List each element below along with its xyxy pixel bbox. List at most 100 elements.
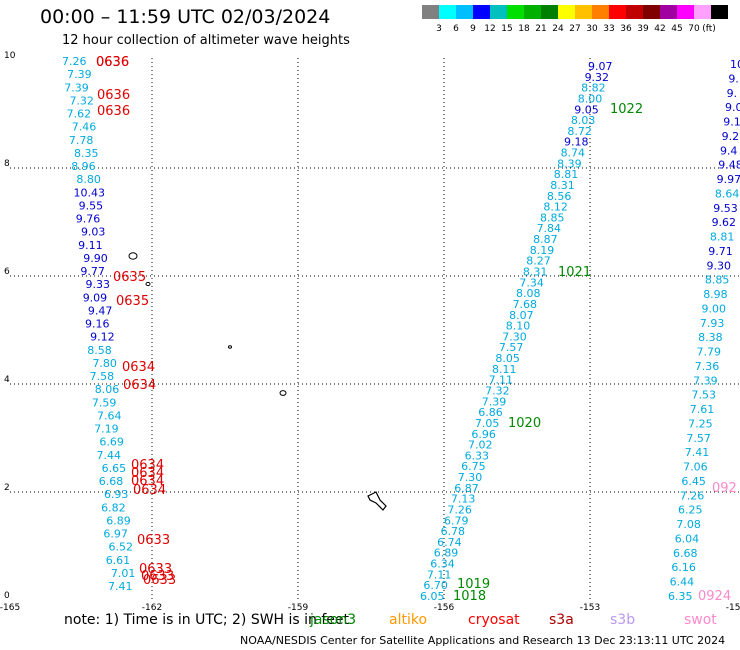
wave-height-value: 9.32 [585, 71, 610, 84]
wave-height-value: 6.44 [670, 576, 695, 589]
wave-height-value: 7.34 [519, 276, 544, 289]
wave-height-value: 6.33 [465, 449, 490, 462]
note-text: note: 1) Time is in UTC; 2) SWH is in fe… [64, 612, 350, 628]
wave-height-value: 6.79 [444, 514, 469, 527]
colorbar-label: 45 [671, 24, 682, 34]
wave-height-value: 9.71 [708, 245, 733, 258]
wave-height-value: 8.74 [561, 147, 586, 160]
wave-height-value: 6.61 [106, 554, 131, 567]
wave-height-value: 7.30 [502, 330, 527, 343]
wave-height-value: 7.13 [451, 493, 476, 506]
wave-height-value: 6.69 [99, 436, 124, 449]
wave-height-value: 8.64 [715, 187, 740, 200]
wave-height-value: 8.82 [581, 82, 606, 95]
wave-height-value: 7.93 [700, 317, 725, 330]
wave-height-value: 7.11 [427, 568, 452, 581]
pass-time-label: 1021 [558, 265, 591, 280]
wave-height-value: 8.12 [543, 201, 568, 214]
x-tick-label: -156 [434, 603, 455, 612]
pass-time-label: 0634 [122, 360, 155, 375]
y-tick-label: 2 [4, 483, 10, 493]
wave-height-value: 7.58 [90, 370, 115, 383]
wave-height-value: 10 [730, 58, 740, 71]
colorbar-swatch [694, 5, 711, 19]
wave-height-value: 7.79 [696, 346, 721, 359]
colorbar-swatch [711, 5, 728, 19]
y-tick-label: 0 [4, 591, 10, 601]
wave-height-value: 9.07 [588, 60, 613, 73]
wave-height-value: 9.18 [564, 136, 589, 149]
wave-height-value: 6.68 [99, 475, 124, 488]
wave-height-value: 7.36 [695, 360, 720, 373]
wave-height-value: 6.05 [420, 590, 445, 603]
pass-time-label: 0635 [113, 270, 146, 285]
wave-height-value: 7.57 [686, 432, 711, 445]
wave-height-value: 6.78 [441, 525, 466, 538]
satellite-legend-s3b: s3b [610, 612, 636, 628]
wave-height-value: 9. [727, 87, 738, 100]
wave-height-value: 8.85 [705, 274, 730, 287]
wave-height-value: 8.08 [516, 287, 541, 300]
colorbar-swatch [660, 5, 677, 19]
colorbar-swatch [456, 5, 473, 19]
wave-height-value: 6.25 [678, 504, 703, 517]
wave-height-value: 10.43 [74, 186, 106, 199]
wave-height-value: 7.44 [97, 449, 122, 462]
satellite-legend-s3a: s3a [549, 612, 574, 628]
pass-time-label: 0636 [97, 104, 130, 119]
wave-height-value: 6.74 [437, 536, 462, 549]
wave-height-value: 8.06 [95, 383, 120, 396]
wave-height-value: 9.62 [712, 216, 737, 229]
wave-height-value: 8.98 [703, 288, 728, 301]
wave-height-value: 7.26 [62, 55, 87, 68]
wave-height-value: 7.78 [69, 134, 94, 147]
wave-height-value: 8.00 [578, 92, 603, 105]
colorbar-swatch [575, 5, 592, 19]
wave-height-value: 7.32 [485, 384, 510, 397]
wave-height-value: 7.06 [683, 461, 708, 474]
pass-time-label: 0636 [97, 88, 130, 103]
wave-height-value: 7.39 [482, 395, 507, 408]
colorbar-label: 9 [470, 24, 476, 34]
colorbar-label: 27 [569, 24, 580, 34]
wave-height-value: 9.53 [713, 202, 738, 215]
colorbar-label: 6 [453, 24, 459, 34]
wave-height-value: 9.55 [79, 199, 104, 212]
wave-height-value: 7.80 [92, 357, 117, 370]
colorbar-swatch [677, 5, 694, 19]
credit-line: NOAA/NESDIS Center for Satellite Applica… [240, 634, 726, 647]
y-tick-label: 6 [4, 267, 10, 277]
pass-time-label: 1022 [610, 102, 643, 117]
wave-height-value: 6.65 [102, 462, 127, 475]
wave-height-value: 9.48 [718, 159, 740, 172]
wave-height-value: 6.34 [430, 558, 455, 571]
wave-height-value: 7.30 [458, 471, 483, 484]
colorbar-label: 33 [603, 24, 614, 34]
wave-height-value: 8.56 [547, 190, 572, 203]
wave-height-value: 6.68 [673, 547, 698, 560]
wave-height-value: 8.31 [523, 266, 548, 279]
wave-height-value: 8.87 [533, 233, 558, 246]
y-tick-label: 10 [4, 51, 16, 61]
pass-time-label: 0633 [141, 569, 174, 584]
wave-height-value: 8.81 [554, 168, 579, 181]
wave-height-value: 8.81 [710, 231, 735, 244]
wave-height-value: 7.11 [489, 374, 513, 387]
wave-height-value: 6.93 [104, 488, 129, 501]
colorbar-swatch [490, 5, 507, 19]
wave-height-value: 9.2 [722, 130, 740, 143]
wave-height-value: 6.75 [461, 460, 486, 473]
pass-time-label: 092 [712, 481, 737, 496]
wave-height-value: 7.41 [108, 580, 133, 593]
x-tick-label: -150 [726, 603, 740, 612]
wave-height-value: 8.27 [526, 255, 551, 268]
colorbar-label: 18 [518, 24, 530, 34]
wave-height-value: 7.05 [475, 417, 500, 430]
wave-height-value: 7.39 [64, 81, 89, 94]
pass-time-label: 1018 [453, 589, 486, 604]
wave-height-value: 9.47 [88, 304, 113, 317]
color-scale-legend: 3 6 9 12 15 18 21 24 27 30 33 36 39 42 45 70 (ft) [422, 5, 728, 34]
wave-height-value: 8.10 [506, 320, 531, 333]
wave-height-value: 7.61 [690, 403, 715, 416]
wave-height-value: 7.57 [499, 341, 524, 354]
